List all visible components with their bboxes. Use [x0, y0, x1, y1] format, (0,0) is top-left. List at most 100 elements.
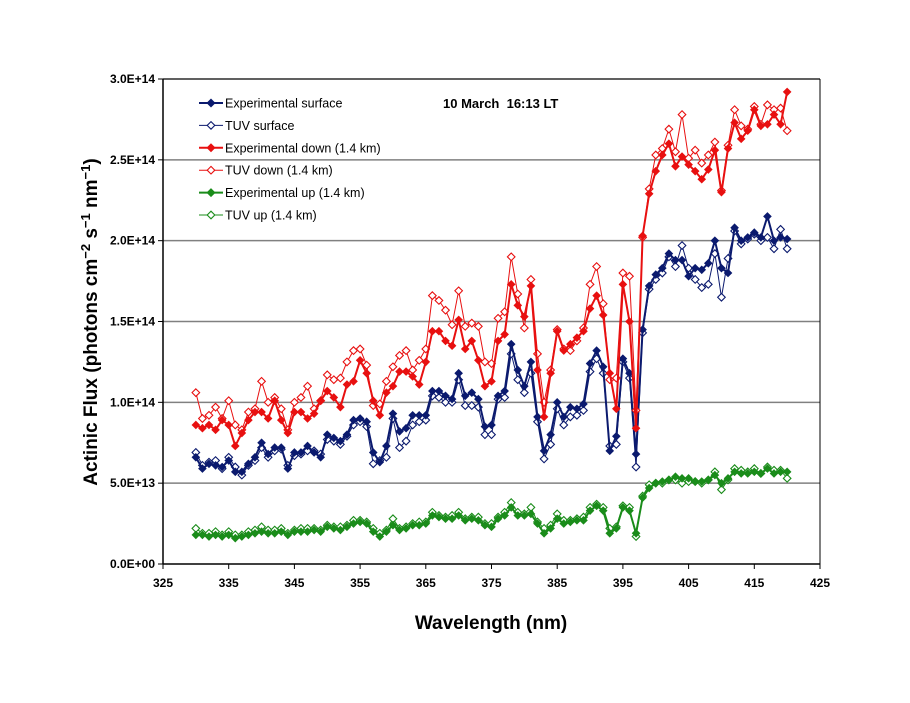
data-point: [605, 528, 615, 538]
data-point: [427, 291, 437, 301]
data-point: [598, 310, 608, 320]
data-point: [460, 516, 470, 525]
data-point: [690, 263, 700, 273]
data-point: [368, 527, 378, 536]
data-point: [651, 478, 661, 488]
data-point: [769, 110, 779, 119]
data-point: [198, 423, 207, 433]
legend-item: TUV up (1.4 km): [199, 209, 317, 223]
x-tick-labels: 325 335 345 355 365 375 385 395 405 415 425: [153, 576, 830, 590]
data-point: [335, 373, 345, 383]
x-tick-label: 385: [547, 576, 567, 590]
data-point: [612, 404, 621, 414]
x-tick-label: 395: [613, 576, 633, 590]
data-point: [762, 232, 773, 243]
data-point: [736, 236, 746, 245]
data-point: [703, 279, 713, 289]
data-point: [658, 263, 667, 273]
data-point: [513, 511, 523, 520]
y-tick-label: 0.0E+00: [110, 557, 155, 571]
data-point: [480, 422, 490, 431]
data-point: [421, 410, 431, 420]
data-point: [756, 469, 766, 478]
chart-title: 10 March 16:13 LT: [443, 96, 558, 111]
data-point: [441, 391, 450, 401]
data-point: [375, 410, 385, 420]
data-point: [447, 394, 457, 404]
data-point: [224, 396, 234, 406]
data-point: [276, 404, 286, 414]
data-point: [434, 512, 444, 522]
data-point: [440, 397, 451, 407]
data-point: [414, 520, 424, 530]
data-point: [644, 281, 654, 291]
data-point: [316, 452, 325, 462]
data-point: [263, 397, 273, 407]
data-point: [441, 514, 450, 524]
data-point: [368, 396, 378, 406]
data-point: [454, 286, 464, 296]
data-point: [191, 530, 201, 540]
data-point: [736, 121, 746, 131]
y-tick-label: 1.5E+14: [110, 315, 155, 329]
legend-marker-icon: [206, 120, 216, 130]
data-point: [211, 530, 220, 540]
data-point: [467, 514, 477, 524]
data-point: [355, 344, 365, 354]
data-point: [329, 375, 339, 385]
data-point: [355, 517, 365, 527]
data-point: [736, 469, 746, 478]
data-point: [631, 449, 641, 459]
data-point: [684, 474, 693, 483]
data-point: [612, 431, 621, 441]
data-point: [276, 415, 286, 425]
data-point: [730, 118, 739, 127]
data-point: [382, 388, 391, 397]
data-point: [487, 522, 496, 532]
data-point: [257, 407, 266, 417]
data-point: [782, 87, 792, 97]
data-point: [539, 454, 549, 464]
data-point: [664, 124, 674, 134]
data-point: [710, 236, 720, 245]
data-point: [539, 412, 549, 422]
data-point: [651, 270, 661, 279]
x-axis-label: Wavelength (nm): [415, 613, 567, 634]
data-point: [283, 428, 293, 438]
data-point: [559, 412, 569, 422]
data-point: [434, 386, 444, 396]
legend-item: TUV surface: [199, 119, 295, 133]
data-point: [296, 392, 306, 403]
data-point: [230, 441, 240, 451]
data-point: [513, 365, 523, 375]
data-point: [631, 528, 641, 538]
data-point: [513, 289, 523, 299]
legend-item: TUV down (1.4 km): [199, 164, 333, 178]
data-point: [487, 420, 496, 430]
x-tick-label: 375: [481, 576, 501, 590]
data-point: [572, 404, 582, 414]
data-point: [375, 457, 385, 467]
data-point: [710, 470, 720, 480]
data-point: [592, 346, 601, 355]
data-point: [394, 443, 405, 453]
data-point: [703, 150, 713, 160]
data-point: [690, 274, 700, 285]
data-point: [658, 150, 667, 160]
legend-item: Experimental up (1.4 km): [199, 186, 365, 200]
data-point: [349, 519, 358, 528]
data-point: [322, 430, 332, 439]
data-point: [467, 336, 477, 346]
data-point: [697, 282, 707, 293]
data-point: [349, 415, 358, 425]
data-point: [546, 524, 555, 533]
data-point: [276, 443, 286, 452]
legend-label: Experimental up (1.4 km): [225, 186, 365, 200]
data-point: [210, 402, 221, 412]
data-point: [671, 161, 680, 171]
legend-marker-icon: [206, 210, 216, 220]
data-point: [224, 420, 234, 430]
data-point: [303, 414, 312, 423]
data-point: [283, 464, 293, 473]
data-point: [684, 271, 693, 281]
